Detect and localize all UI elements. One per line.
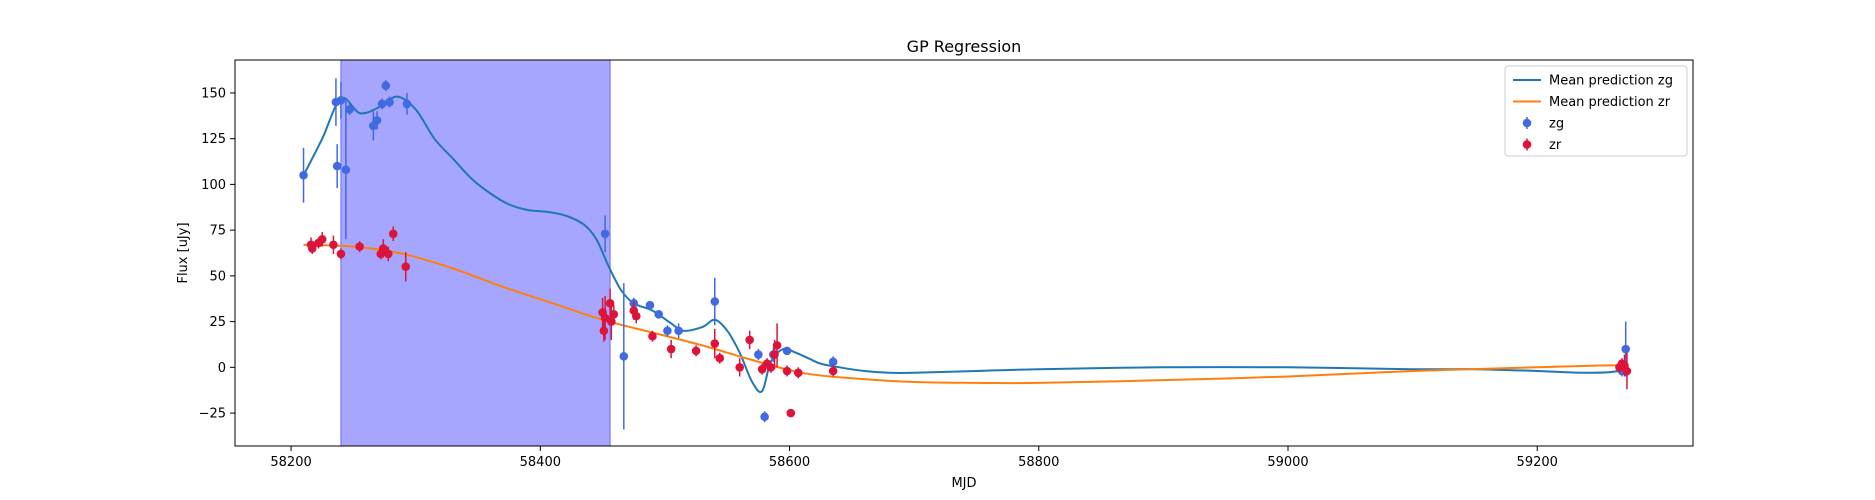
data-point (401, 262, 411, 272)
x-tick-label: 58800 (1018, 455, 1059, 470)
data-point (299, 170, 308, 180)
data-point (782, 366, 792, 376)
data-point (332, 161, 342, 171)
data-point (663, 326, 672, 336)
data-point (674, 326, 683, 336)
y-axis: −25 0 25 50 75 100 125 150 (199, 86, 235, 422)
y-tick-label: 0 (218, 361, 226, 376)
data-point (599, 326, 609, 336)
legend-label: zg (1549, 117, 1564, 132)
y-tick-label: −25 (199, 407, 226, 422)
plot-area (234, 59, 1694, 447)
data-point (645, 300, 655, 310)
data-point (605, 299, 615, 308)
data-point (760, 412, 769, 422)
x-tick-label: 59000 (1267, 455, 1308, 470)
legend-label: Mean prediction zg (1549, 74, 1673, 89)
legend-label: Mean prediction zr (1549, 95, 1671, 110)
data-point (307, 244, 317, 253)
data-point (735, 363, 744, 372)
series-points-zg (299, 78, 1631, 430)
plot-clip-group (299, 60, 1632, 446)
data-point (782, 346, 792, 356)
chart-title: GP Regression (907, 37, 1022, 56)
series-points-zr (306, 226, 1632, 418)
data-point (600, 313, 610, 323)
data-point (754, 350, 763, 359)
x-tick-label: 58600 (769, 455, 810, 470)
data-point (654, 309, 663, 319)
data-point (710, 339, 720, 348)
y-tick-label: 100 (201, 178, 226, 193)
y-tick-label: 150 (201, 86, 226, 101)
legend-label: zr (1549, 138, 1562, 153)
data-point (619, 352, 629, 361)
x-axis: 58200 58400 58600 58800 59000 59200 (270, 446, 1558, 470)
data-point (372, 116, 382, 125)
data-point (793, 368, 803, 378)
data-point (828, 357, 838, 367)
x-tick-label: 58200 (270, 455, 311, 470)
data-point (715, 353, 725, 363)
x-tick-label: 58400 (520, 455, 561, 470)
y-tick-label: 125 (201, 132, 226, 147)
data-point (691, 346, 701, 356)
data-point (336, 249, 346, 259)
data-point (341, 165, 351, 175)
data-point (772, 341, 782, 350)
data-point (828, 366, 838, 376)
legend-marker-swatch (1522, 118, 1532, 128)
data-point (786, 408, 796, 418)
data-point (345, 105, 354, 114)
data-point (631, 311, 641, 321)
data-point (329, 240, 338, 250)
data-point (381, 81, 391, 90)
data-point (766, 363, 776, 372)
data-point (710, 297, 720, 306)
data-point (317, 234, 327, 244)
x-tick-label: 59200 (1517, 455, 1558, 470)
data-point (648, 331, 657, 341)
legend-box (1504, 65, 1688, 157)
data-point (402, 99, 412, 109)
data-point (385, 97, 394, 107)
data-point (378, 244, 388, 253)
plot-frame (234, 59, 1694, 447)
x-axis-label: MJD (951, 476, 976, 491)
data-point (377, 99, 387, 109)
data-point (609, 309, 619, 319)
data-point (666, 344, 676, 354)
data-point (745, 335, 754, 345)
y-tick-label: 25 (209, 315, 226, 330)
data-point (355, 242, 364, 251)
data-point (1621, 344, 1631, 354)
y-tick-label: 75 (209, 224, 226, 239)
y-tick-label: 50 (209, 269, 226, 284)
data-point (757, 364, 767, 374)
data-point (383, 249, 393, 259)
legend-marker-swatch (1522, 140, 1532, 149)
data-point (600, 229, 610, 239)
legend: Mean prediction zg Mean prediction zr zg zr (1504, 65, 1688, 157)
data-point (388, 229, 398, 239)
data-point (336, 95, 346, 105)
y-axis-label: Flux [uJy] (176, 222, 191, 283)
series-line-zr (303, 243, 1628, 385)
data-point (1622, 366, 1632, 376)
